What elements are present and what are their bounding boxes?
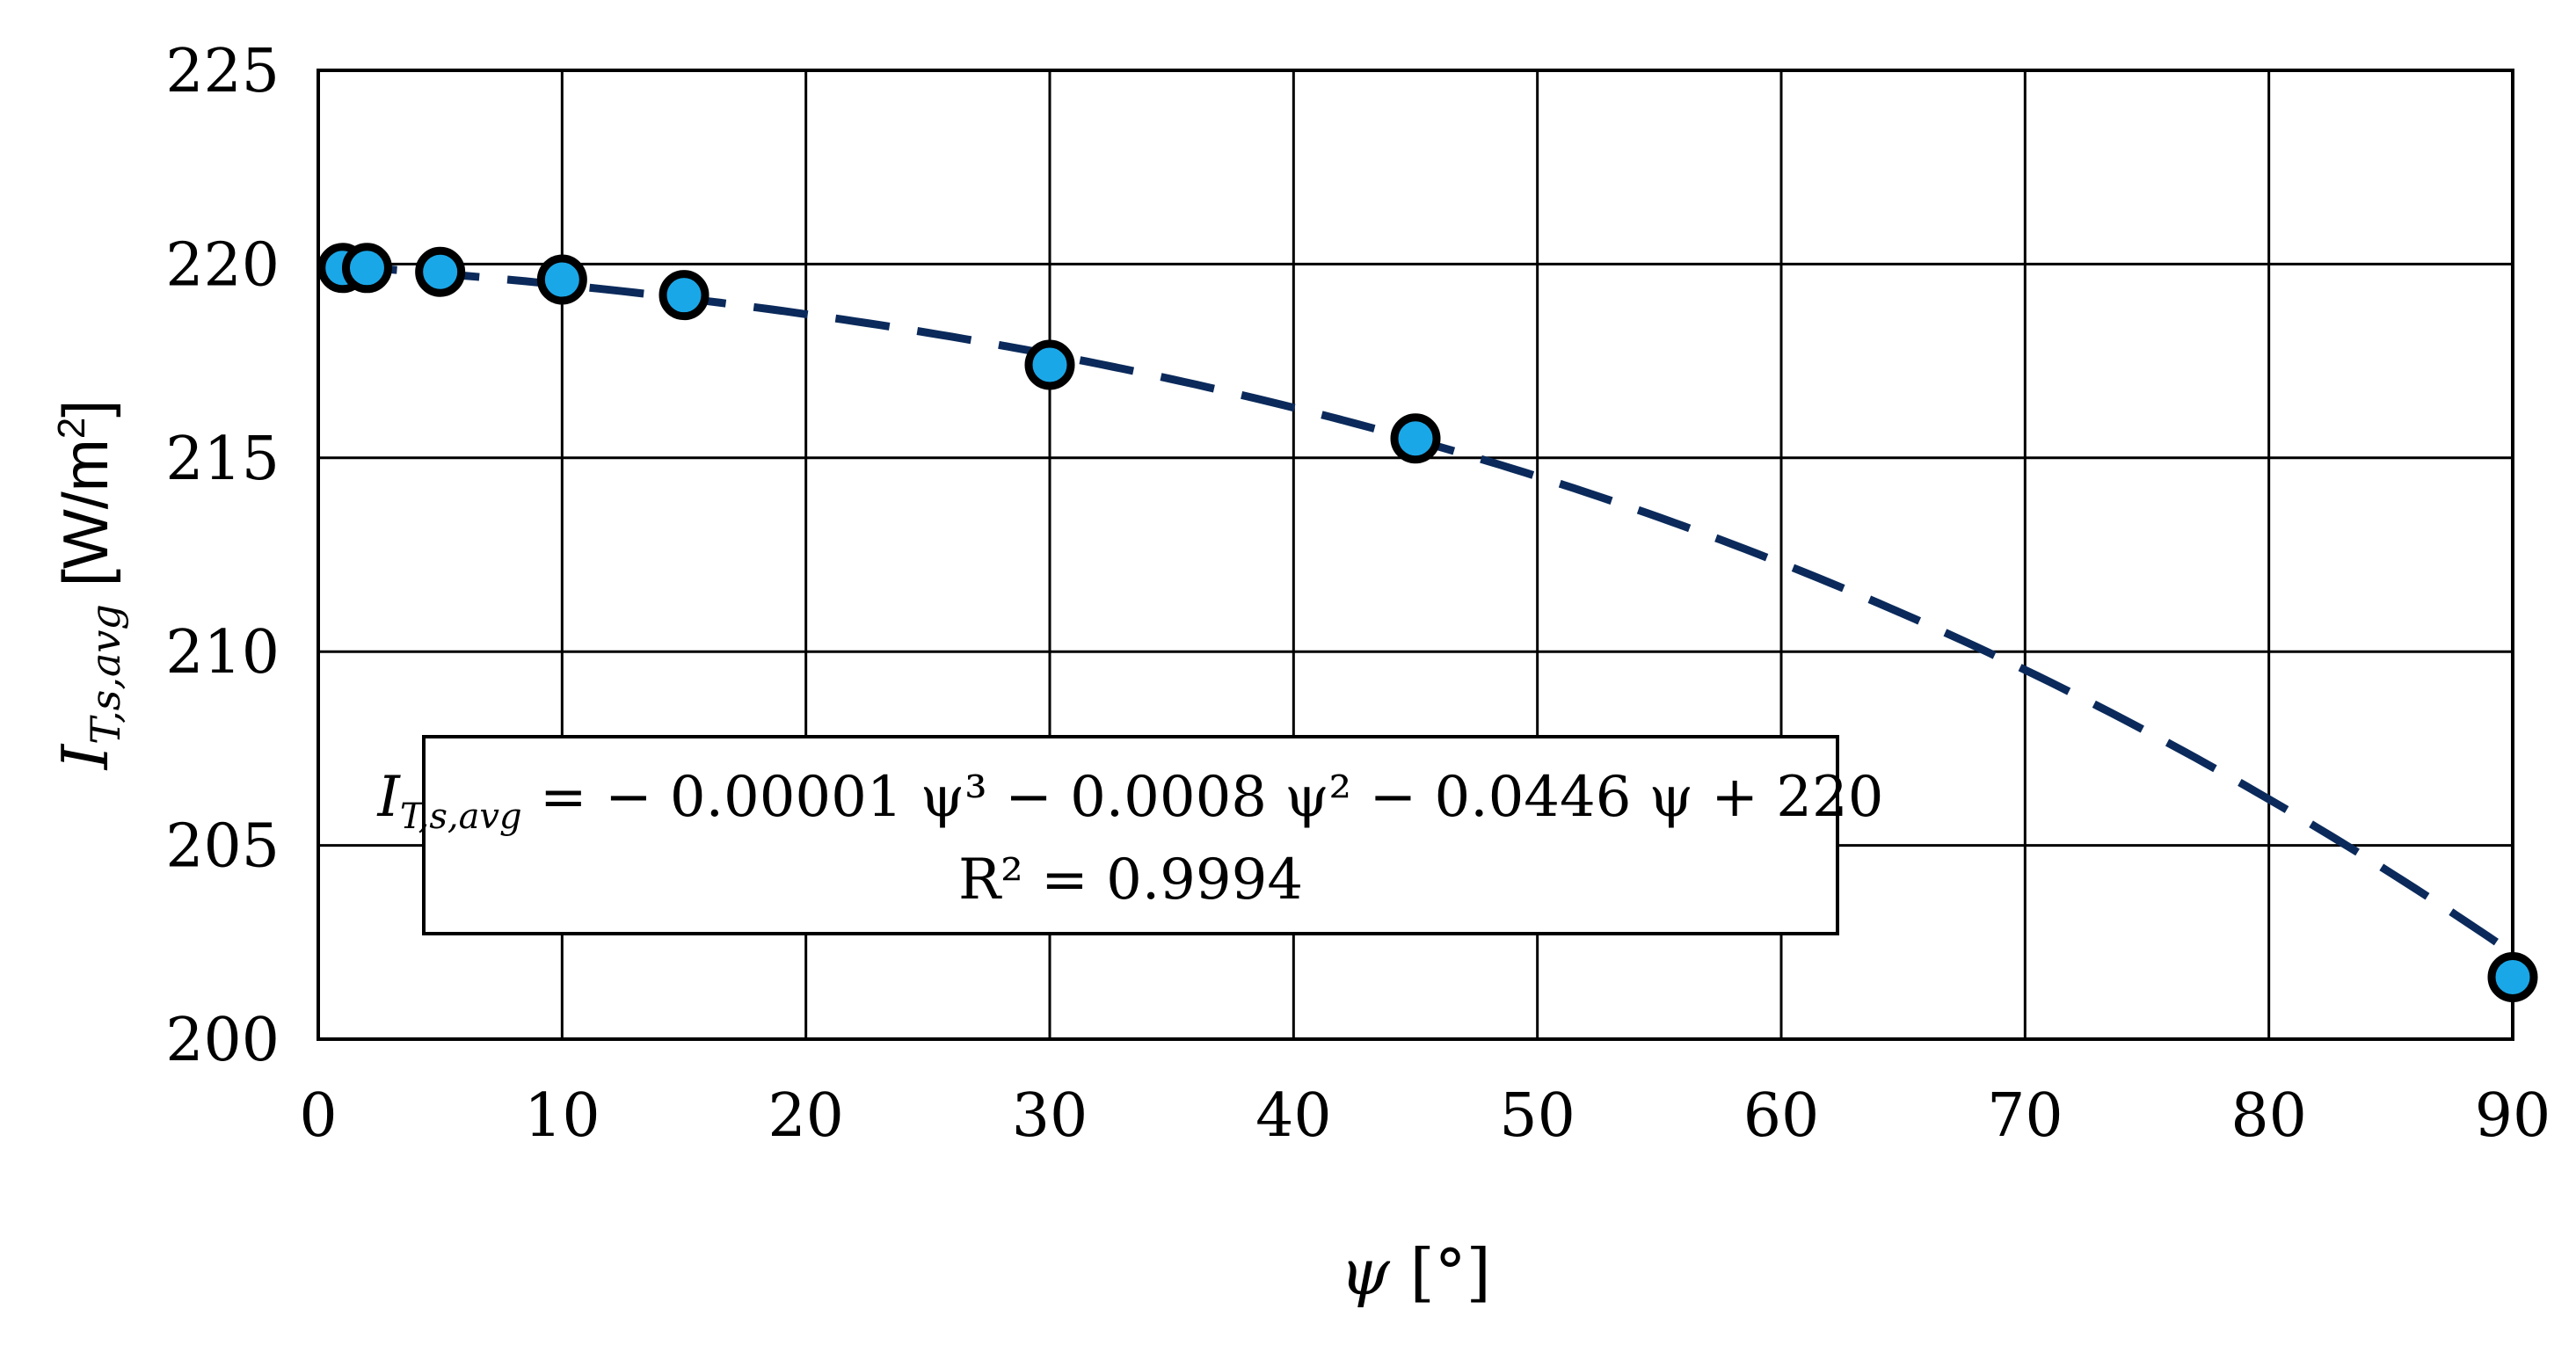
x-tick-label: 20 — [768, 1081, 844, 1151]
data-point — [659, 270, 709, 321]
data-points — [317, 243, 2538, 1002]
r-squared-text: R² = 0.9994 — [958, 847, 1303, 913]
y-tick-label: 225 — [165, 37, 280, 106]
x-tick-label: 60 — [1743, 1081, 1820, 1151]
x-tick-label: 70 — [1987, 1081, 2063, 1151]
y-tick-label: 220 — [165, 230, 280, 300]
x-tick-label: 30 — [1012, 1081, 1088, 1151]
data-point — [1024, 339, 1075, 390]
y-axis-label: IT,s,avg [W/m2] — [48, 400, 129, 772]
equation-text: IT,s,avg = − 0.00001 ψ³ − 0.0008 ψ² − 0.… — [377, 765, 1884, 837]
y-tick-labels: 200 205 210 215 220 225 — [165, 37, 280, 1075]
y-tick-label: 215 — [165, 425, 280, 494]
data-point — [415, 246, 466, 297]
x-tick-label: 80 — [2230, 1081, 2307, 1151]
data-point — [1390, 413, 1441, 464]
plot-frame — [317, 69, 2514, 1041]
equation-box: IT,s,avg = − 0.00001 ψ³ − 0.0008 ψ² − 0.… — [377, 735, 1884, 935]
x-tick-label: 40 — [1255, 1081, 1332, 1151]
y-tick-label: 210 — [165, 618, 280, 687]
x-tick-label: 10 — [524, 1081, 600, 1151]
y-tick-label: 200 — [165, 1006, 280, 1075]
x-tick-label: 50 — [1499, 1081, 1575, 1151]
data-point — [341, 243, 392, 294]
x-axis-label: ψ [°] — [1340, 1235, 1491, 1309]
data-point — [536, 254, 587, 305]
x-tick-label: 90 — [2475, 1081, 2551, 1151]
data-point — [2487, 951, 2538, 1002]
x-tick-label: 0 — [299, 1081, 337, 1151]
y-tick-label: 205 — [165, 812, 280, 882]
x-tick-labels: 0 10 20 30 40 50 60 70 80 90 — [299, 1081, 2551, 1151]
